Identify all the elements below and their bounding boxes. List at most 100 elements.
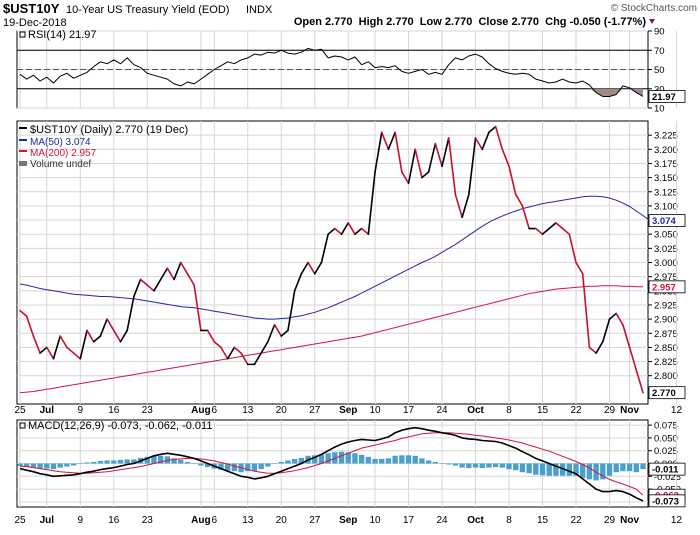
macd-histogram-bar (37, 463, 43, 469)
macd-histogram-bar (586, 463, 593, 480)
price-segment (508, 165, 517, 196)
macd-histogram-bar (312, 455, 318, 464)
macd-histogram-bar (412, 455, 418, 464)
macd-histogram-bar (519, 463, 526, 473)
macd-histogram-bar (365, 456, 372, 464)
macd-histogram-bar (218, 463, 224, 470)
x-tick-label: Sep (339, 405, 357, 416)
macd-histogram-bar (77, 463, 83, 465)
x-tick-label: 24 (436, 405, 448, 416)
macd-signal-line (19, 432, 644, 496)
price-tick-label: 3.125 (654, 187, 678, 198)
price-tick-label: 3.225 (654, 131, 678, 142)
macd-histogram-bar (318, 454, 325, 464)
macd-histogram-bar (131, 459, 137, 464)
price-segment (340, 222, 350, 235)
x-tick-label: 20 (276, 515, 288, 526)
price-segment (226, 346, 236, 360)
rsi-tick-label: 90 (654, 27, 665, 38)
macd-histogram-bar (97, 460, 104, 464)
price-segment (380, 131, 390, 151)
x-tick-label: 12 (671, 405, 683, 416)
macd-histogram-bar (553, 463, 559, 476)
rsi-value-tag-box (648, 90, 686, 103)
x-tick-label: 6 (211, 405, 217, 416)
macd-tick-label: 0.025 (654, 446, 678, 457)
macd-histogram-bar (452, 463, 459, 466)
price-segment (561, 227, 571, 235)
x-tick-label: 17 (403, 405, 415, 416)
price-segment (59, 335, 68, 349)
macd-tag-box (648, 462, 686, 476)
macd-legend: MACD(12,26,9) -0.073, -0.062, -0.011 (19, 420, 212, 432)
macd-histogram-bar (466, 463, 472, 469)
down-arrow-icon (649, 19, 655, 24)
price-segment (179, 261, 189, 275)
price-segment (488, 125, 497, 134)
price-segment (427, 142, 437, 173)
rsi-legend: RSI(14) 21.97 (19, 29, 96, 41)
price-segment (360, 227, 370, 235)
macd-tick-label: 0.050 (654, 433, 678, 444)
price-segment (146, 284, 155, 292)
x-tick-label: Oct (467, 405, 484, 416)
macd-histogram-bar (291, 458, 298, 464)
price-tag-text: 2.770 (652, 388, 676, 399)
price-segment (441, 137, 450, 168)
price-segment (79, 329, 88, 360)
x-tick-label: 8 (506, 515, 512, 526)
price-tick-label: 3.025 (654, 244, 678, 255)
macd-histogram-bar (44, 463, 50, 469)
macd-histogram-bar (325, 453, 331, 464)
macd-histogram-bar (526, 463, 532, 474)
macd-histogram-bar (171, 458, 177, 464)
rsi-tick-label: 10 (654, 104, 665, 115)
macd-histogram-bar (251, 463, 258, 472)
price-segment (447, 137, 457, 196)
price-tag-box (648, 386, 686, 400)
price-segment (86, 329, 95, 343)
ma50-legend-text: MA(50) 3.074 (30, 137, 91, 148)
macd-histogram-bar (472, 463, 479, 468)
price-segment (213, 340, 222, 349)
x-tick-label: 29 (604, 405, 616, 416)
macd-histogram-bar (392, 455, 398, 464)
price-tag-box (648, 280, 686, 294)
x-tick-label: 27 (309, 405, 321, 416)
macd-histogram-bar (513, 463, 519, 471)
macd-histogram-bar (245, 463, 251, 472)
macd-histogram-bar (298, 457, 305, 464)
macd-histogram-bar (439, 463, 445, 464)
price-segment (300, 261, 309, 275)
price-segment (260, 340, 269, 354)
x-tick-label: Jul (40, 405, 55, 416)
macd-histogram-bar (57, 463, 63, 468)
price-legend-swatch (19, 127, 27, 129)
price-segment (548, 222, 557, 230)
price-tick-label: 2.900 (654, 315, 678, 326)
rsi-tick-label: 30 (654, 84, 665, 95)
macd-histogram-bar (492, 463, 499, 468)
x-axis-bottom: 25 Jul 9 16 23 Aug 6 13 20 27 Sep 10 17 24 Oct 8 15 22 29 N… (14, 515, 682, 526)
macd-histogram-bar (566, 463, 572, 476)
price-segment (106, 318, 115, 332)
macd-histogram-bar (479, 463, 485, 469)
ma50-line (19, 195, 651, 320)
price-segment (334, 227, 343, 235)
price-segment (72, 352, 82, 360)
macd-histogram-bar (432, 461, 439, 464)
macd-histogram-bar (91, 461, 97, 464)
macd-histogram-bar (499, 463, 506, 468)
price-tick-label: 3.200 (654, 145, 678, 156)
price-tick-label: 2.925 (654, 300, 678, 311)
ohlc-readout: Open 2.770 High 2.770 Low 2.770 Close 2.… (294, 16, 646, 28)
x-tick-label: 15 (537, 405, 549, 416)
macd-tick-label: -0.025 (654, 472, 681, 483)
volume-legend-text: Volume undef (30, 159, 91, 170)
rsi-legend-swatch (19, 31, 26, 38)
macd-histogram-bar (385, 458, 392, 464)
price-segment (401, 171, 410, 185)
macd-histogram-bar (626, 463, 633, 472)
price-segment (119, 329, 128, 343)
macd-histogram-bar (559, 463, 566, 476)
